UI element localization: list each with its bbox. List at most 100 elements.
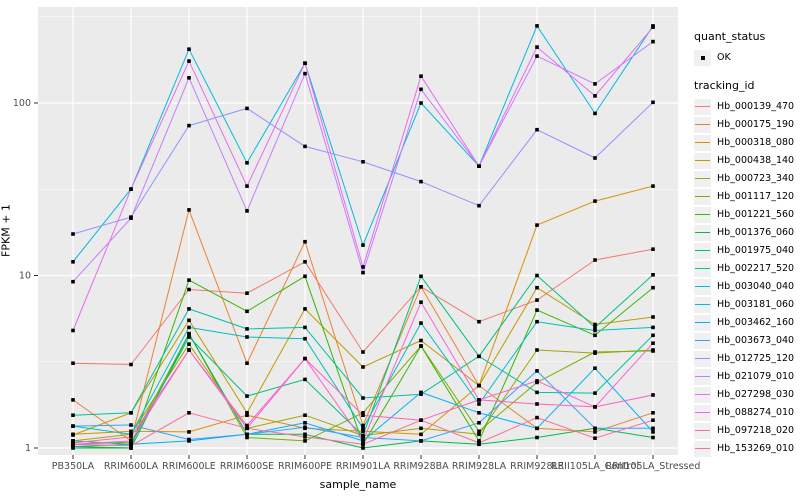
legend-item-label: Hb_001376_060 <box>717 227 795 238</box>
legend-line-icon <box>695 105 710 108</box>
data-point <box>361 265 365 269</box>
y-axis-title: FPKM + 1 <box>0 204 13 257</box>
legend-item-label: Hb_001117_120 <box>717 191 795 202</box>
legend-item-label: Hb_027298_030 <box>717 389 795 400</box>
data-point <box>477 421 481 425</box>
data-point <box>187 342 191 346</box>
data-point <box>535 45 539 49</box>
data-point <box>651 418 655 422</box>
x-tick-label: RRIM600LE <box>162 461 216 472</box>
data-point <box>71 260 75 264</box>
legend-quant-status-title: quant_status <box>694 30 766 43</box>
data-point <box>187 59 191 63</box>
data-point <box>419 101 423 105</box>
data-point <box>593 258 597 262</box>
data-point <box>535 369 539 373</box>
data-point <box>129 435 133 439</box>
data-point <box>535 379 539 383</box>
legend-key-ok <box>694 49 711 66</box>
data-point <box>71 424 75 428</box>
legend-item-label: Hb_003673_040 <box>717 335 795 346</box>
data-point <box>651 411 655 415</box>
data-point <box>651 315 655 319</box>
data-point <box>71 328 75 333</box>
legend-key-swatch <box>694 242 711 259</box>
legend-item-label: Hb_001975_040 <box>717 245 795 256</box>
data-point <box>477 164 481 168</box>
legend-key-swatch <box>694 314 711 331</box>
x-tick-label: RRIM928LE <box>510 461 564 472</box>
legend-item-Hb_001975_040: Hb_001975_040 <box>694 242 800 259</box>
x-tick-label: RRIM928BA <box>393 461 449 472</box>
data-point <box>593 322 597 327</box>
data-point <box>535 435 539 440</box>
data-point <box>71 361 75 365</box>
data-point <box>245 361 249 365</box>
legend-item-Hb_027298_030: Hb_027298_030 <box>694 386 800 403</box>
legend-item-Hb_003181_060: Hb_003181_060 <box>694 296 800 313</box>
legend-line-icon <box>695 285 710 288</box>
legend-line-icon <box>695 195 710 198</box>
data-point <box>129 446 133 450</box>
data-point <box>361 411 365 415</box>
data-point <box>535 426 539 431</box>
data-point <box>361 426 365 431</box>
data-point <box>651 273 655 277</box>
data-point <box>535 319 539 324</box>
data-point <box>129 429 133 434</box>
legend-item-label: Hb_153269_010 <box>717 443 795 454</box>
legend-tracking-id-title: tracking_id <box>694 79 755 92</box>
data-point <box>71 232 75 236</box>
data-point <box>245 161 249 165</box>
data-point <box>593 82 597 86</box>
legend-item-label: Hb_000723_340 <box>717 173 795 184</box>
legend-key-swatch <box>694 332 711 349</box>
data-point <box>245 435 249 440</box>
point-icon <box>700 55 705 60</box>
data-point <box>419 439 423 443</box>
data-point <box>129 439 133 443</box>
data-point <box>187 437 191 442</box>
legend-item-label: Hb_097218_020 <box>717 425 795 436</box>
legend-line-icon <box>695 231 710 234</box>
data-point <box>651 39 655 44</box>
data-point <box>535 348 539 352</box>
legend-item-label: Hb_021079_010 <box>717 371 795 382</box>
legend-item-label: Hb_003040_040 <box>717 281 795 292</box>
data-point <box>535 127 539 132</box>
data-point <box>303 425 307 429</box>
data-point <box>477 203 481 208</box>
data-point <box>535 223 539 227</box>
data-point <box>129 216 133 220</box>
legend-item-Hb_001117_120: Hb_001117_120 <box>694 188 800 205</box>
legend-item-Hb_012725_120: Hb_012725_120 <box>694 350 800 367</box>
data-point <box>303 356 307 361</box>
data-point <box>245 411 249 415</box>
legend-key-swatch <box>694 350 711 367</box>
legend-line-icon <box>695 339 710 342</box>
legend-quant-status: quant_status OK <box>694 30 800 66</box>
data-point <box>187 287 191 292</box>
data-point <box>361 442 365 447</box>
legend-item-Hb_003462_160: Hb_003462_160 <box>694 314 800 331</box>
data-point <box>303 435 307 439</box>
data-point <box>477 429 481 434</box>
legend-item-Hb_000318_080: Hb_000318_080 <box>694 134 800 151</box>
data-point <box>303 71 307 76</box>
legend-item-Hb_003673_040: Hb_003673_040 <box>694 332 800 349</box>
legend-item-Hb_003040_040: Hb_003040_040 <box>694 278 800 295</box>
data-point <box>477 439 481 443</box>
data-point <box>535 54 539 58</box>
x-tick-label: RRIM600SE <box>220 461 274 472</box>
data-point <box>71 444 75 449</box>
legend-line-icon <box>695 321 710 324</box>
data-point <box>129 362 133 367</box>
legend-key-swatch <box>694 278 711 295</box>
data-point <box>651 285 655 290</box>
data-point <box>535 402 539 406</box>
data-point <box>71 413 75 417</box>
data-point <box>593 156 597 160</box>
legend-key-swatch <box>694 404 711 421</box>
